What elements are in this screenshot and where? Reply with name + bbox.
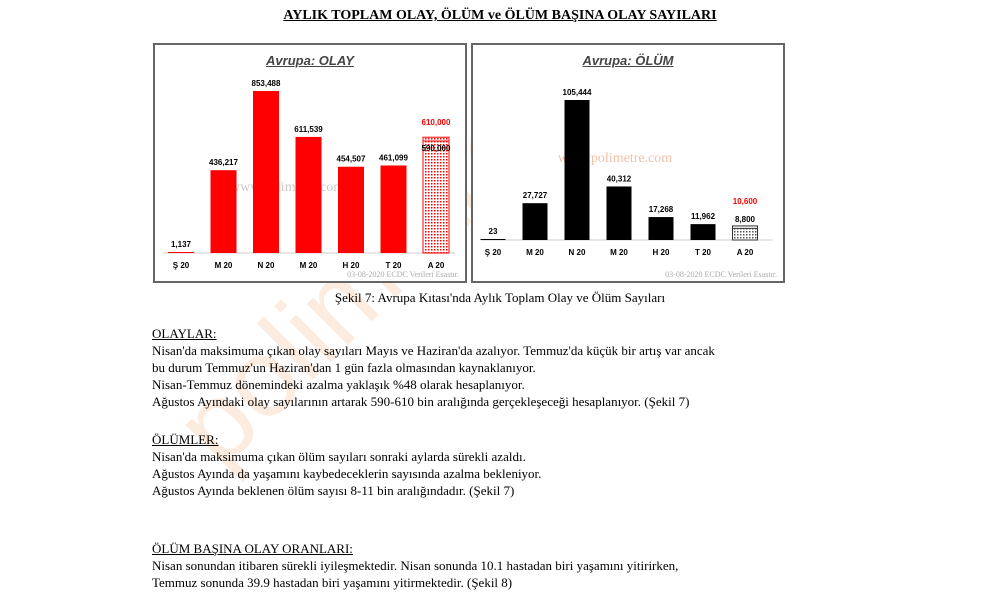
chart-olum: Avrupa: ÖLÜM www.polimetre.com 03-08-202… — [471, 43, 785, 283]
forecast-high-label: 10,600 — [733, 197, 758, 206]
data-label: 40,312 — [607, 174, 632, 183]
x-tick-label: A 20 — [428, 261, 445, 270]
data-label: 8,800 — [735, 215, 756, 224]
x-tick-label: N 20 — [258, 261, 275, 270]
section-heading: ÖLÜMLER: — [152, 432, 219, 447]
x-tick-label: H 20 — [343, 261, 360, 270]
x-tick-label: A 20 — [737, 248, 754, 257]
paragraph-line: Nisan'da maksimuma çıkan olay sayıları M… — [152, 343, 715, 358]
x-tick-label: M 20 — [300, 261, 318, 270]
bar — [380, 165, 407, 253]
bar — [690, 224, 716, 240]
x-tick-label: Ş 20 — [173, 261, 190, 270]
section-oranlar: ÖLÜM BAŞINA OLAY ORANLARI: Nisan sonunda… — [152, 540, 678, 591]
paragraph-line: bu durum Temmuz'un Haziran'dan 1 gün faz… — [152, 360, 536, 375]
x-tick-label: H 20 — [653, 248, 670, 257]
data-label: 23 — [489, 227, 498, 236]
x-tick-label: T 20 — [695, 248, 712, 257]
paragraph-line: Ağustos Ayında da yaşamını kaybedecekler… — [152, 466, 542, 481]
paragraph-line: Nisan-Temmuz dönemindeki azalma yaklaşık… — [152, 377, 525, 392]
bar — [168, 252, 194, 253]
x-tick-label: T 20 — [385, 261, 402, 270]
paragraph-line: Temmuz sonunda 39.9 hastadan biri yaşamı… — [152, 575, 513, 590]
data-label: 461,099 — [379, 153, 408, 162]
bar — [253, 91, 279, 253]
data-label: 590,000 — [422, 144, 451, 153]
x-tick-label: M 20 — [526, 248, 544, 257]
paragraph-line: Ağustos Ayındaki olay sayılarının artara… — [152, 394, 690, 409]
chart-source: 03-08-2020 ECDC Verileri Esastır. — [347, 270, 459, 279]
data-label: 436,217 — [209, 158, 238, 167]
data-label: 611,539 — [294, 125, 323, 134]
chart-olay: Avrupa: OLAY www.polimetre.com 03-08-202… — [153, 43, 467, 283]
bar — [295, 136, 322, 253]
paragraph-line: Ağustos Ayında beklenen ölüm sayısı 8-11… — [152, 483, 515, 498]
section-heading: OLAYLAR: — [152, 326, 217, 341]
chart-source: 03-08-2020 ECDC Verileri Esastır. — [665, 270, 777, 279]
bar-forecast — [732, 225, 758, 241]
data-label: 11,962 — [691, 212, 716, 221]
data-label: 454,507 — [337, 155, 366, 164]
section-olaylar: OLAYLAR: Nisan'da maksimuma çıkan olay s… — [152, 325, 715, 410]
data-label: 105,444 — [563, 88, 592, 97]
paragraph-line: Nisan'da maksimuma çıkan ölüm sayıları s… — [152, 449, 526, 464]
data-label: 17,268 — [649, 205, 674, 214]
section-olumler: ÖLÜMLER: Nisan'da maksimuma çıkan ölüm s… — [152, 431, 541, 499]
data-label: 27,727 — [523, 191, 548, 200]
bar — [648, 217, 674, 240]
chart-title: Avrupa: ÖLÜM — [582, 53, 674, 68]
chart-plot: 23 Ş 20 27,727 M 20 105,444 N 20 40,312 M 20 17,… — [480, 88, 773, 257]
data-label: 1,137 — [171, 240, 192, 249]
bar — [564, 100, 590, 240]
x-tick-label: M 20 — [215, 261, 233, 270]
data-label: 853,488 — [252, 79, 281, 88]
bar — [480, 239, 506, 240]
bar — [338, 166, 364, 253]
page-title: AYLIK TOPLAM OLAY, ÖLÜM ve ÖLÜM BAŞINA O… — [283, 8, 717, 23]
chart-title: Avrupa: OLAY — [266, 53, 354, 68]
x-tick-label: N 20 — [569, 248, 586, 257]
paragraph-line: Nisan sonundan itibaren sürekli iyileşme… — [152, 558, 679, 573]
figure-caption: Şekil 7: Avrupa Kıtası'nda Aylık Toplam … — [334, 290, 666, 305]
chart-plot: 1,137 Ş 20 436,217 M 20 853,488 N 20 611,539 M … — [163, 79, 455, 270]
bar-forecast — [422, 136, 450, 254]
bar — [210, 170, 237, 253]
x-tick-label: Ş 20 — [485, 248, 502, 257]
bar — [606, 186, 632, 240]
x-tick-label: M 20 — [610, 248, 628, 257]
bar — [522, 203, 548, 240]
section-heading: ÖLÜM BAŞINA OLAY ORANLARI: — [152, 541, 353, 556]
forecast-high-label: 610,000 — [422, 118, 451, 127]
